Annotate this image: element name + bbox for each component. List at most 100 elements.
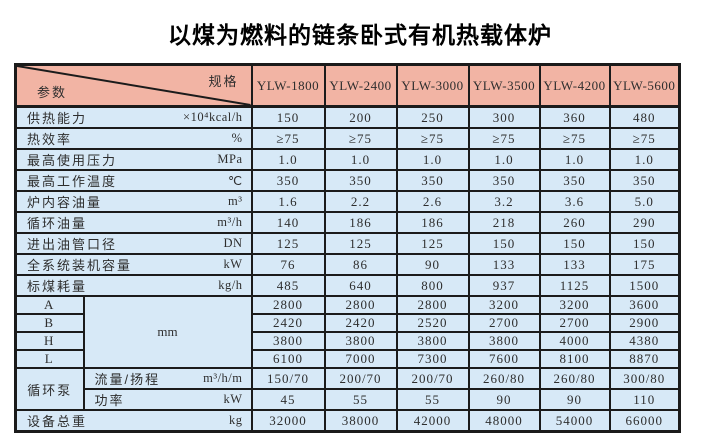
table-row-heat-capacity: 供热能力 ×10⁴kcal/h 150 200 250 300 360 480: [14, 105, 681, 129]
value-cell: 1.0: [250, 148, 326, 171]
value-cell: 150: [538, 232, 611, 255]
param-cell: 功率 kW: [82, 388, 253, 411]
param-cell: 标煤耗量 kg/h: [14, 274, 253, 297]
value-cell: 4000: [538, 331, 611, 351]
value-cell: 125: [323, 232, 398, 255]
value-cell: 175: [608, 253, 681, 276]
model-header: YLW-5600: [608, 63, 681, 108]
value-cell: 125: [395, 232, 470, 255]
value-cell: 1500: [608, 274, 681, 297]
value-cell: 250: [395, 105, 470, 129]
table-row-pump-flow: 循环泵 流量/扬程 m³/h/m 150/70 200/70 200/70 26…: [14, 367, 681, 411]
value-cell: 3800: [250, 331, 326, 351]
value-cell: ≥75: [538, 127, 611, 150]
value-cell: ≥75: [608, 127, 681, 150]
param-cell: 进出油管口径 DN: [14, 232, 253, 255]
value-cell: 1.6: [250, 190, 326, 213]
page-title: 以煤为燃料的链条卧式有机热载体炉: [168, 22, 552, 48]
table-row-max-temperature: 最高工作温度 ℃ 350 350 350 350 350 350: [14, 169, 681, 192]
param-cell: 流量/扬程 m³/h/m: [82, 367, 253, 390]
value-cell: 3800: [395, 331, 470, 351]
table-row-dim-h: H 3800 3800 3800 3800 4000 4380: [14, 331, 681, 351]
param-unit: m³/h: [217, 215, 243, 229]
dim-label: L: [14, 349, 85, 369]
value-cell: 4380: [608, 331, 681, 351]
value-cell: 1.0: [395, 148, 470, 171]
value-cell: 186: [323, 211, 398, 234]
value-cell: 2900: [608, 313, 681, 333]
model-header: YLW-1800: [250, 63, 326, 108]
table-row-efficiency: 热效率 % ≥75 ≥75 ≥75 ≥75 ≥75 ≥75: [14, 127, 681, 150]
value-cell: 800: [395, 274, 470, 297]
value-cell: 350: [250, 169, 326, 192]
value-cell: 2800: [395, 295, 470, 315]
value-cell: 2420: [250, 313, 326, 333]
table-row-dim-b: B 2420 2420 2520 2700 2700 2900: [14, 313, 681, 333]
value-cell: 90: [395, 253, 470, 276]
value-cell: 260/80: [538, 367, 611, 390]
value-cell: 350: [323, 169, 398, 192]
value-cell: 7000: [323, 349, 398, 369]
value-cell: 350: [538, 169, 611, 192]
value-cell: 485: [250, 274, 326, 297]
value-cell: 90: [538, 388, 611, 411]
value-cell: 1.0: [467, 148, 541, 171]
param-label: 标煤耗量: [27, 279, 88, 294]
value-cell: 3800: [323, 331, 398, 351]
table-row-installed-capacity: 全系统装机容量 kW 76 86 90 133 133 175: [14, 253, 681, 276]
table-row-pump-power: 功率 kW 45 55 55 90 90 110: [16, 388, 681, 411]
value-cell: 42000: [395, 409, 470, 433]
value-cell: 640: [323, 274, 398, 297]
model-header: YLW-2400: [323, 63, 398, 108]
table-row-total-weight: 设备总重 kg 32000 38000 42000 48000 54000 66…: [14, 409, 681, 433]
table-row-circulating-oil: 循环油量 m³/h 140 186 186 218 260 290: [14, 211, 681, 234]
value-cell: 7300: [395, 349, 470, 369]
param-label: 最高使用压力: [27, 153, 118, 168]
value-cell: 300/80: [608, 367, 681, 390]
dim-label: A: [14, 295, 85, 315]
param-cell: 炉内容油量 m³: [14, 190, 253, 213]
param-cell: 最高使用压力 MPa: [14, 148, 253, 171]
value-cell: 1.0: [538, 148, 611, 171]
value-cell: 360: [538, 105, 611, 129]
corner-label-param: 参数: [37, 85, 68, 100]
param-unit: ℃: [227, 173, 243, 188]
table-row-pipe-diameter: 进出油管口径 DN 125 125 125 150 150 150: [14, 232, 681, 255]
corner-cell: 规格 参数: [14, 63, 253, 108]
value-cell: 2800: [250, 295, 326, 315]
param-label: 流量/扬程: [94, 372, 161, 387]
param-unit: m³/h/m: [203, 371, 243, 385]
param-unit: m³: [228, 194, 243, 208]
value-cell: 150/70: [250, 367, 326, 390]
param-label: 功率: [94, 393, 125, 408]
param-label: 供热能力: [27, 111, 88, 126]
value-cell: ≥75: [395, 127, 470, 150]
value-cell: 350: [395, 169, 470, 192]
value-cell: 3200: [467, 295, 541, 315]
table-row-dim-a: A mm 2800 2800 2800 3200 3200 3600: [14, 295, 681, 369]
value-cell: 1125: [538, 274, 611, 297]
value-cell: 150: [608, 232, 681, 255]
param-unit: kg: [229, 413, 243, 427]
param-label: 全系统装机容量: [27, 258, 133, 273]
value-cell: 133: [538, 253, 611, 276]
value-cell: ≥75: [323, 127, 398, 150]
model-header: YLW-3000: [395, 63, 470, 108]
table-row-max-pressure: 最高使用压力 MPa 1.0 1.0 1.0 1.0 1.0 1.0: [14, 148, 681, 171]
value-cell: 8100: [538, 349, 611, 369]
param-unit: DN: [223, 236, 243, 250]
value-cell: 350: [467, 169, 541, 192]
model-header: YLW-3500: [467, 63, 541, 108]
value-cell: 3.2: [467, 190, 541, 213]
pump-label: 循环泵: [14, 367, 85, 411]
param-unit: kg/h: [218, 278, 243, 292]
value-cell: ≥75: [467, 127, 541, 150]
header-row: 规格 参数 YLW-1800 YLW-2400 YLW-3000 YLW-350…: [14, 63, 681, 108]
param-cell: 最高工作温度 ℃: [14, 169, 253, 192]
value-cell: 186: [395, 211, 470, 234]
value-cell: 200: [323, 105, 398, 129]
value-cell: 125: [250, 232, 326, 255]
value-cell: 140: [250, 211, 326, 234]
dim-unit-cell: mm: [82, 295, 253, 369]
value-cell: 2700: [467, 313, 541, 333]
